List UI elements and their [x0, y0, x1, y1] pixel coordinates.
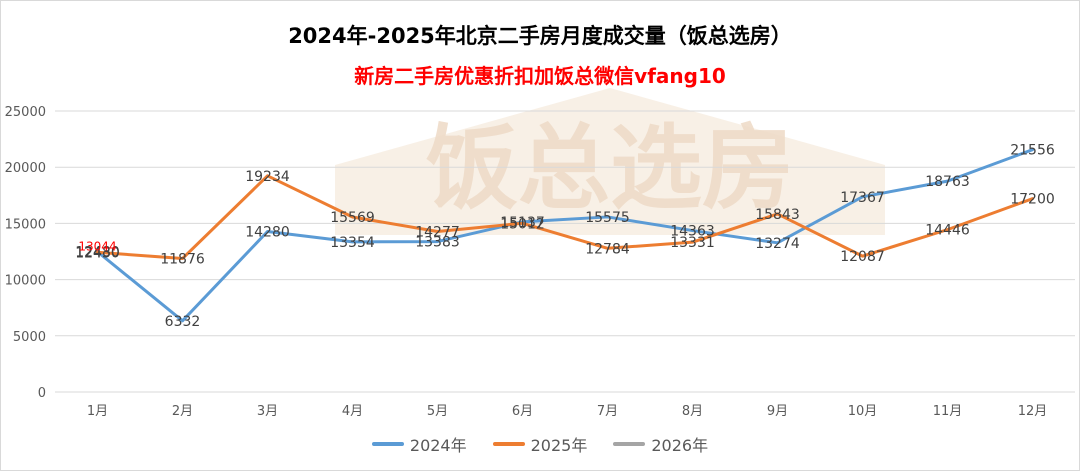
y-tick-label: 5000 [13, 330, 46, 345]
y-tick-label: 15000 [5, 217, 46, 232]
legend-label-2024: 2024年 [409, 436, 467, 455]
legend-swatch-2024 [371, 442, 404, 446]
legend-item-2024: 2024年 [371, 432, 467, 456]
data-label: 15843 [755, 207, 800, 223]
data-label: 13383 [415, 235, 460, 251]
x-tick-label: 1月 [87, 404, 108, 419]
data-label: 13354 [330, 235, 375, 251]
data-label: 11876 [160, 252, 205, 268]
data-label: 14363 [670, 224, 715, 240]
data-label: 17200 [1010, 192, 1055, 208]
data-label: 18763 [925, 174, 970, 190]
data-label: 14277 [415, 225, 460, 241]
y-tick-label: 10000 [5, 274, 46, 289]
legend-label-2025: 2025年 [530, 436, 588, 455]
series-line-0 [96, 148, 1034, 323]
x-tick-label: 7月 [597, 404, 618, 419]
watermark-text: 饭总选房 [426, 115, 794, 222]
legend: 2024年 2025年 2026年 [0, 432, 1080, 456]
data-label: 15569 [330, 210, 375, 226]
y-tick-label: 20000 [5, 161, 46, 176]
chart-subtitle: 新房二手房优惠折扣加饭总微信vfang10 [354, 64, 726, 88]
data-label: 17367 [840, 190, 885, 206]
legend-swatch-2025 [492, 442, 525, 446]
x-tick-label: 6月 [512, 404, 533, 419]
data-label: 13044 [78, 239, 116, 253]
data-label: 15012 [500, 216, 545, 232]
gridlines [55, 110, 1075, 393]
x-axis-ticks: 1月 2月 3月 4月 5月 6月 7月 8月 9月 10月 11月 12月 [87, 404, 1047, 419]
data-label: 15575 [585, 210, 630, 226]
data-label: 12430 [75, 245, 120, 261]
legend-swatch-2026 [613, 442, 646, 446]
legend-item-2026: 2026年 [613, 432, 708, 456]
data-label: 13274 [755, 236, 800, 252]
watermark: 饭总选房 [335, 88, 885, 235]
legend-item-2025: 2025年 [492, 432, 588, 456]
data-label: 15137 [500, 215, 545, 231]
x-tick-label: 3月 [257, 404, 278, 419]
x-tick-label: 12月 [1018, 404, 1048, 419]
series-lines [96, 148, 1034, 323]
x-tick-label: 11月 [933, 404, 963, 419]
data-label: 21556 [1010, 143, 1055, 159]
series-line-1 [96, 174, 1034, 261]
y-tick-label: 0 [38, 386, 46, 401]
x-tick-label: 8月 [682, 404, 703, 419]
x-tick-label: 9月 [767, 404, 788, 419]
y-tick-label: 25000 [5, 105, 46, 120]
data-label: 6332 [165, 314, 201, 330]
x-tick-label: 2月 [172, 404, 193, 419]
data-label: 12087 [840, 249, 885, 265]
data-label: 13331 [670, 235, 715, 251]
y-axis-ticks: 0 5000 10000 15000 20000 25000 [5, 105, 46, 401]
x-tick-label: 5月 [427, 404, 448, 419]
data-label: 14446 [925, 223, 970, 239]
legend-label-2026: 2026年 [651, 436, 709, 455]
x-tick-label: 10月 [848, 404, 878, 419]
watermark-house-shape [335, 88, 885, 235]
data-label: 14280 [245, 224, 290, 240]
chart-title: 2024年-2025年北京二手房月度成交量（饭总选房） [288, 24, 792, 48]
data-label: 19234 [245, 169, 290, 185]
x-tick-label: 4月 [342, 404, 363, 419]
data-label: 12480 [75, 245, 120, 261]
data-label: 12784 [585, 241, 630, 257]
